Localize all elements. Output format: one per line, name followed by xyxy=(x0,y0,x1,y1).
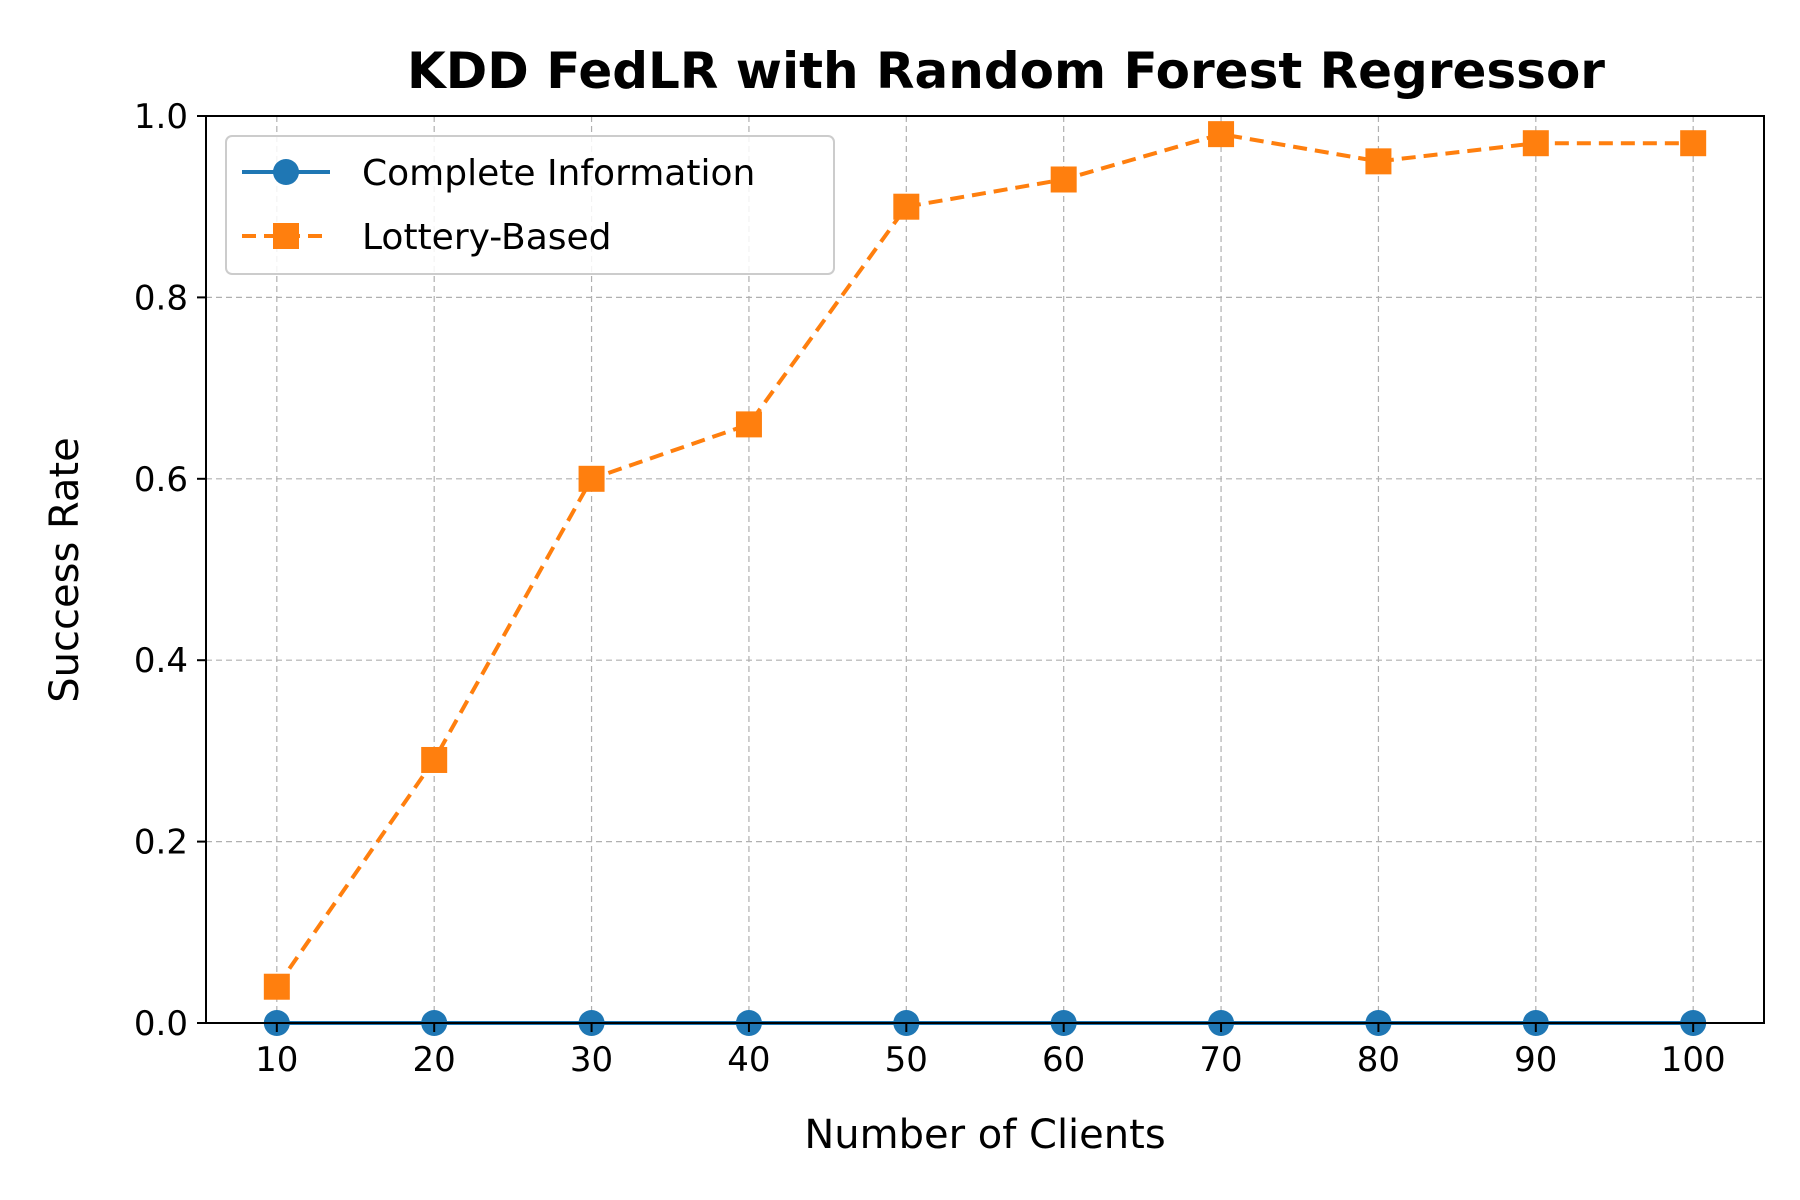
x-tick-label: 30 xyxy=(570,1040,613,1080)
x-tick-label: 80 xyxy=(1357,1040,1400,1080)
axis-ticks: 10 20 30 40 50 60 70 80 90 100 0.0 0.2 0.4 0.6 0.8 1.0 xyxy=(134,97,1726,1080)
y-tick-label: 0.0 xyxy=(134,1004,188,1044)
x-tick-label: 40 xyxy=(727,1040,770,1080)
y-tick-label: 0.8 xyxy=(134,278,188,318)
series-2-point xyxy=(263,973,290,1000)
plot-area-frame xyxy=(205,115,1765,1024)
legend-marker-2 xyxy=(273,223,299,249)
chart-title: KDD FedLR with Random Forest Regressor xyxy=(407,42,1605,100)
y-tick-label: 0.4 xyxy=(134,641,188,681)
series-2-point xyxy=(1208,121,1235,148)
legend-marker-1 xyxy=(273,159,299,185)
series-2-point xyxy=(735,411,762,438)
series-2-point xyxy=(893,193,920,220)
x-tick-label: 90 xyxy=(1514,1040,1557,1080)
series-2-point xyxy=(1050,166,1077,193)
y-tick-label: 0.2 xyxy=(134,823,188,863)
y-tick-label: 0.6 xyxy=(134,460,188,500)
x-tick-label: 10 xyxy=(255,1040,298,1080)
x-tick-label: 60 xyxy=(1042,1040,1085,1080)
legend-box xyxy=(225,135,835,275)
y-axis-label: Success Rate xyxy=(42,437,88,702)
legend: Complete Information Lottery-Based xyxy=(225,135,835,275)
x-axis-label: Number of Clients xyxy=(804,1112,1165,1158)
series-2-point xyxy=(421,746,448,773)
series-line-2 xyxy=(275,132,1694,988)
y-tick-label: 1.0 xyxy=(134,97,188,137)
x-tick-label: 100 xyxy=(1661,1040,1726,1080)
x-tick-label: 70 xyxy=(1199,1040,1242,1080)
series-2-point xyxy=(1680,130,1707,157)
x-tick-label: 20 xyxy=(413,1040,456,1080)
series-2-point xyxy=(1522,130,1549,157)
legend-label-1: Complete Information xyxy=(362,153,755,194)
series-2-point xyxy=(578,465,605,492)
legend-label-2: Lottery-Based xyxy=(362,217,612,258)
series-2-point xyxy=(1365,148,1392,175)
x-tick-label: 50 xyxy=(885,1040,928,1080)
